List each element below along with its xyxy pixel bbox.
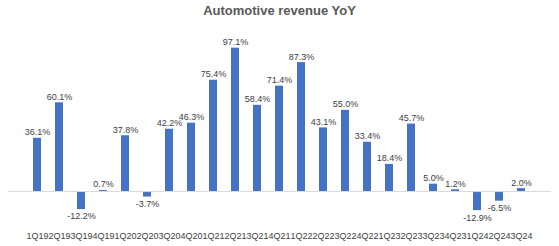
svg-text:2Q22: 2Q22	[312, 231, 334, 241]
svg-text:60.1%: 60.1%	[47, 92, 73, 102]
svg-text:3Q24: 3Q24	[510, 231, 532, 241]
svg-text:-12.2%: -12.2%	[67, 211, 96, 221]
svg-text:36.1%: 36.1%	[25, 127, 51, 137]
svg-text:42.2%: 42.2%	[156, 118, 183, 129]
svg-text:1Q22: 1Q22	[290, 231, 312, 241]
html-text:Automotive revenue YoY: Automotive revenue YoY	[203, 3, 356, 18]
svg-text:1Q24: 1Q24	[466, 231, 488, 241]
svg-text:-6.5%: -6.5%	[488, 203, 512, 213]
svg-text:46.3%: 46.3%	[179, 112, 205, 122]
svg-text:4Q22: 4Q22	[356, 231, 378, 241]
svg-text:2Q23: 2Q23	[400, 231, 422, 241]
svg-text:4Q20: 4Q20	[180, 231, 202, 241]
svg-text:2.0%: 2.0%	[511, 178, 532, 188]
svg-text:2Q20: 2Q20	[136, 231, 158, 241]
svg-text:3Q23: 3Q23	[422, 231, 444, 241]
svg-text:2Q21: 2Q21	[224, 231, 246, 241]
svg-text:1Q21: 1Q21	[202, 231, 224, 241]
svg-text:58.4%: 58.4%	[245, 94, 271, 104]
svg-text:1Q20: 1Q20	[114, 231, 136, 241]
svg-text:1Q23: 1Q23	[378, 231, 400, 241]
svg-text:18.4%: 18.4%	[377, 153, 403, 163]
svg-text:33.4%: 33.4%	[355, 131, 381, 141]
svg-text:75.4%: 75.4%	[201, 69, 227, 79]
svg-text:4Q21: 4Q21	[268, 231, 290, 241]
svg-text:3Q19: 3Q19	[70, 231, 92, 241]
svg-text:55.0%: 55.0%	[333, 99, 359, 109]
svg-text:1Q19: 1Q19	[26, 231, 48, 241]
svg-text:2Q19: 2Q19	[48, 231, 70, 241]
svg-text:43.1%: 43.1%	[311, 117, 337, 127]
svg-text:87.3%: 87.3%	[289, 52, 315, 62]
svg-text:3Q21: 3Q21	[246, 231, 268, 241]
svg-text:3Q20: 3Q20	[158, 231, 180, 241]
svg-text:-12.9%: -12.9%	[463, 213, 492, 223]
svg-text:71.4%: 71.4%	[267, 75, 293, 85]
svg-text:45.7%: 45.7%	[399, 113, 425, 123]
svg-text:37.8%: 37.8%	[113, 125, 139, 135]
svg-text:1.2%: 1.2%	[445, 179, 466, 189]
svg-text:4Q19: 4Q19	[92, 231, 114, 241]
svg-text:2Q24: 2Q24	[488, 231, 510, 241]
svg-text:4Q23: 4Q23	[444, 231, 466, 241]
svg-text:97.1%: 97.1%	[223, 37, 249, 47]
svg-text:-3.7%: -3.7%	[136, 199, 160, 209]
svg-text:0.7%: 0.7%	[93, 179, 114, 189]
svg-text:5.0%: 5.0%	[423, 173, 444, 183]
svg-text:3Q22: 3Q22	[334, 231, 356, 241]
